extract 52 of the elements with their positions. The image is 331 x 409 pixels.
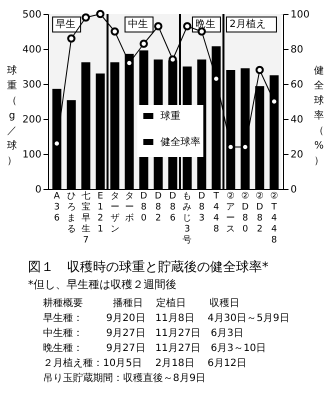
y2-tick-label: 20: [290, 150, 304, 160]
y2-tick-label: 100: [290, 10, 310, 20]
y2-tick-label: 0: [290, 184, 297, 196]
point: [154, 22, 162, 30]
y-tick-label: 200: [22, 114, 42, 126]
y2-tick-label: 60: [290, 80, 304, 90]
x-tick-label: ターボ: [124, 192, 134, 224]
band-label: 晩生: [195, 18, 216, 30]
y2-axis-title: 健全球率（%）: [314, 65, 324, 166]
x-tick-label: D86: [169, 192, 176, 224]
x-tick-label: D83: [198, 192, 206, 224]
band-label: 2月植え: [229, 18, 266, 30]
y-tick-label: 100: [22, 150, 42, 160]
y2-tick-label: 80: [290, 44, 304, 56]
y-axis-title: 球重（g／球）: [7, 64, 17, 166]
x-tick-label: ②アース: [226, 192, 236, 234]
band-label: 中生: [128, 18, 148, 30]
point: [256, 66, 264, 74]
text: *但し、早生種は収穫２週間後: [28, 278, 176, 291]
x-tick-label: D80: [140, 192, 148, 224]
x-tick-label: ひろまる: [66, 192, 76, 234]
text: 図１ 収穫時の球重と貯蔵後の健全球率*: [28, 259, 269, 275]
text: 中生種： 9月27日 11月27日 6月3日: [43, 327, 244, 339]
x-tick-label: E121: [97, 192, 104, 234]
x-tick-label: ②D80: [241, 192, 250, 234]
point: [183, 22, 192, 30]
text: 早生種： 9月20日 11月8日 4月30日～5月9日: [43, 312, 290, 324]
x-tick-label: D82: [154, 192, 162, 224]
x-tick-label: ②D82: [256, 192, 264, 234]
y2-tick-label: 40: [290, 114, 304, 126]
text: 耕種概要 播種日 定植日 収穫日: [43, 297, 240, 309]
y-tick-label: 500: [22, 10, 42, 20]
x-tick-label: もみじ3号: [182, 192, 192, 246]
text: ２月植え種：10月5日 2月18日 6月12日: [43, 357, 247, 369]
point: [110, 27, 119, 36]
text: 吊り玉貯蔵期間：収穫直後～8月9日: [43, 372, 206, 384]
x-tick-label: 七宝早生7: [81, 190, 90, 246]
y-tick-label: 0: [35, 184, 42, 196]
point: [96, 10, 104, 18]
point: [140, 40, 148, 48]
y-tick-label: 400: [22, 44, 42, 56]
x-tick-label: ターザン: [110, 192, 120, 234]
band-label: 早生: [56, 18, 76, 30]
x-tick-label: ②T448: [270, 192, 278, 246]
legend-label: 健全球率: [160, 136, 200, 148]
x-tick-label: T448: [212, 192, 220, 234]
point: [82, 13, 90, 22]
legend-label: 球重: [160, 110, 180, 122]
point: [67, 34, 76, 43]
x-tick-label: A36: [54, 192, 61, 224]
text: 晩生種： 9月27日 11月27日 6月3～10日: [43, 342, 266, 354]
y-tick-label: 300: [22, 80, 42, 90]
